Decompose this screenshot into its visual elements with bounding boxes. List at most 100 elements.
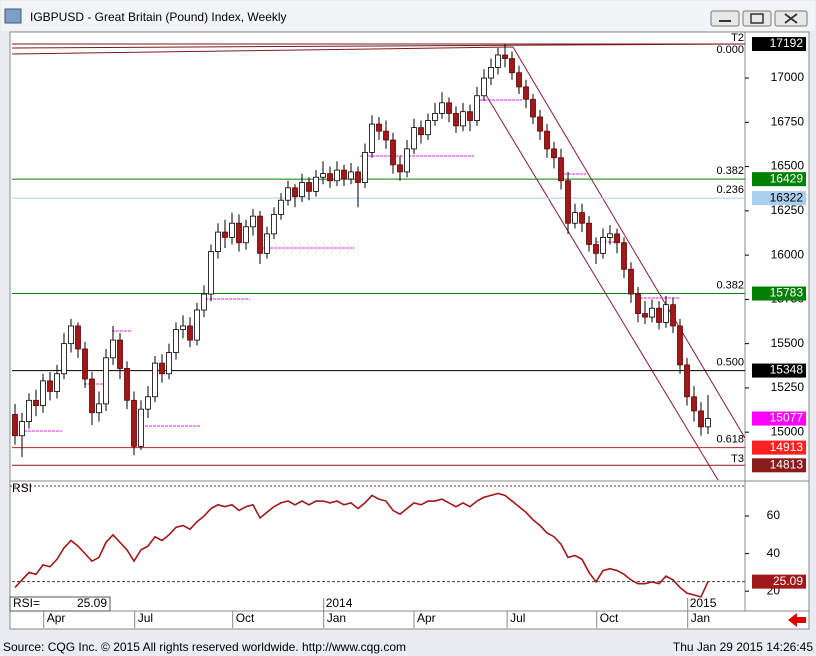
candle-body <box>600 237 606 254</box>
candle-body <box>677 325 683 366</box>
candle-body <box>453 113 459 127</box>
maximize-button[interactable] <box>742 10 772 27</box>
candle-body <box>614 233 620 244</box>
candle-body <box>516 72 522 88</box>
candle-body <box>19 421 25 437</box>
last-price-label: 15077 <box>770 411 804 425</box>
candle-body <box>642 313 648 318</box>
candle-body <box>320 173 326 178</box>
candle-body <box>292 187 298 198</box>
candle-body <box>271 213 277 235</box>
y-tick-label: 15500 <box>771 336 805 350</box>
candle-body <box>691 396 697 412</box>
candle-body <box>397 164 403 173</box>
candle-body <box>26 399 32 422</box>
trend-line <box>11 43 746 49</box>
close-icon <box>784 13 798 24</box>
channel-line <box>482 89 719 481</box>
candle-body <box>390 139 396 166</box>
candle-body <box>285 187 291 201</box>
candle-body <box>40 380 46 407</box>
y-tick-label: 16750 <box>771 114 805 128</box>
candle-body <box>117 339 123 369</box>
year-tick-label: 2014 <box>326 596 353 610</box>
rsi-readout-value: 25.09 <box>77 596 107 610</box>
level-value-box <box>752 172 806 187</box>
candle-body <box>474 95 480 121</box>
level-value-box <box>752 363 806 378</box>
candle-body <box>649 307 655 318</box>
level-value-box <box>752 286 806 301</box>
rsi-value-label: 25.09 <box>773 574 803 588</box>
candle-body <box>572 212 578 224</box>
level-value-label: 14813 <box>770 457 804 471</box>
x-tick-label: Apr <box>417 611 436 625</box>
x-tick-label: Jul <box>138 611 153 625</box>
candle-body <box>621 242 627 270</box>
y-tick-label: 16250 <box>771 203 805 217</box>
candle-body <box>47 380 53 392</box>
x-tick-label: Oct <box>600 611 619 625</box>
candle-body <box>110 339 116 359</box>
candle-body <box>348 171 354 180</box>
candle-body <box>355 171 361 183</box>
candle-body <box>152 362 158 398</box>
candle-body <box>257 215 263 254</box>
candle-body <box>222 231 228 238</box>
level-tag: T2 <box>731 32 744 44</box>
candle-body <box>411 127 417 150</box>
maximize-icon <box>750 13 764 24</box>
footer-source: Source: CQG Inc. © 2015 All rights reser… <box>3 640 406 654</box>
candle-body <box>341 169 347 180</box>
candle-body <box>369 123 375 153</box>
candle-body <box>145 396 151 410</box>
candle-body <box>418 127 424 136</box>
candle-body <box>250 215 256 228</box>
candle-body <box>201 293 207 311</box>
level-ratio: 0.000 <box>716 44 744 56</box>
candle-body <box>166 352 172 375</box>
window-title: IGBPUSD - Great Britain (Pound) Index, W… <box>30 10 287 24</box>
level-value-label: 17192 <box>770 36 804 50</box>
level-value-label: 14913 <box>770 440 804 454</box>
candle-body <box>383 130 389 141</box>
level-ratio: 0.382 <box>716 165 744 177</box>
candle-body <box>313 176 319 192</box>
x-tick-label: Apr <box>47 611 66 625</box>
candle-body <box>131 399 137 447</box>
trend-line <box>11 46 514 55</box>
candle-body <box>264 233 270 254</box>
candle-body <box>663 304 669 323</box>
candle-body <box>481 77 487 97</box>
minimize-button[interactable] <box>710 10 740 27</box>
rsi-label: RSI <box>12 481 32 495</box>
channel-line <box>512 46 746 439</box>
candle-body <box>243 226 249 244</box>
candle-body <box>187 325 193 341</box>
candle-body <box>537 116 543 132</box>
candle-body <box>495 54 501 68</box>
candle-body <box>446 102 452 114</box>
footer-timestamp: Thu Jan 29 2015 14:26:45 <box>673 640 813 654</box>
scroll-arrow[interactable] <box>788 613 806 627</box>
candle-body <box>327 173 333 182</box>
candle-body <box>425 120 431 136</box>
candle-body <box>103 357 109 405</box>
candle-body <box>306 182 312 192</box>
level-value-label: 16429 <box>770 171 804 185</box>
candle-body <box>96 403 102 414</box>
candle-body <box>593 244 599 254</box>
candle-body <box>670 304 676 327</box>
candle-body <box>432 113 438 121</box>
trend-lines <box>11 43 746 481</box>
x-tick-label: Jan <box>691 611 710 625</box>
candle-body <box>229 222 235 238</box>
candle-body <box>684 364 690 398</box>
y-tick-label: 17000 <box>771 70 805 84</box>
candle-body <box>376 123 382 132</box>
rsi-readout-box <box>9 596 111 612</box>
candle-body <box>523 86 529 100</box>
candle-body <box>89 378 95 414</box>
